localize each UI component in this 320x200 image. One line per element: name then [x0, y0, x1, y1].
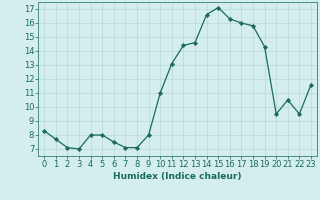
X-axis label: Humidex (Indice chaleur): Humidex (Indice chaleur)	[113, 172, 242, 181]
